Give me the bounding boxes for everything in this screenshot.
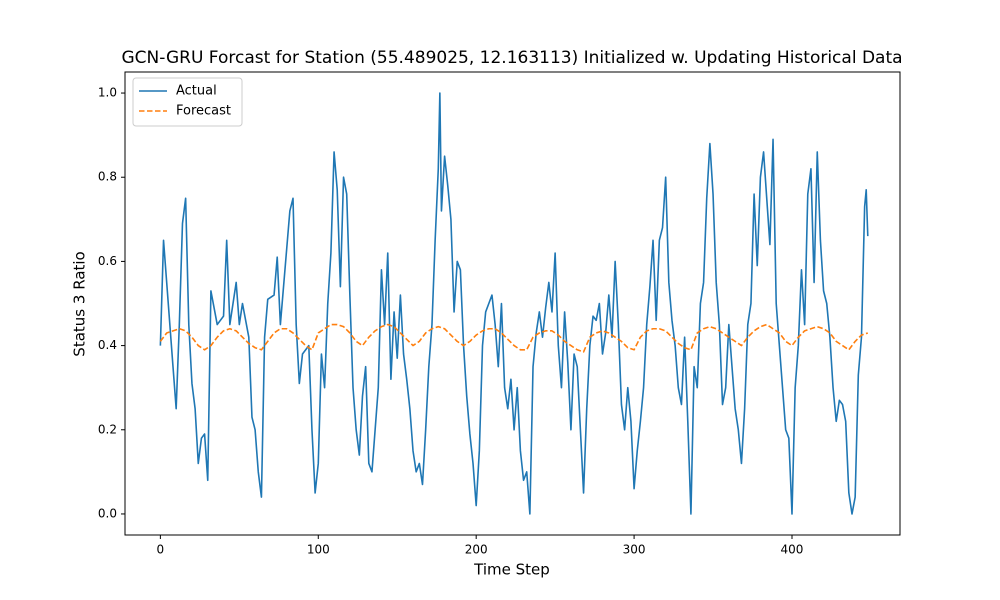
y-tick-label: 0.6 bbox=[98, 254, 117, 268]
legend-label: Forecast bbox=[176, 104, 231, 119]
legend-label: Actual bbox=[176, 84, 217, 99]
legend-box bbox=[132, 77, 243, 127]
y-tick-label: 0.8 bbox=[98, 170, 117, 184]
x-tick-label: 300 bbox=[623, 543, 646, 557]
series-line bbox=[159, 92, 869, 515]
series-line bbox=[159, 323, 869, 353]
x-tick-label: 400 bbox=[781, 543, 804, 557]
x-axis-label: Time Step bbox=[473, 561, 550, 579]
y-tick-label: 0.4 bbox=[98, 338, 117, 352]
y-tick-label: 1.0 bbox=[98, 86, 117, 100]
x-tick-label: 0 bbox=[157, 543, 165, 557]
axes-frame bbox=[124, 71, 901, 536]
x-tick-label: 200 bbox=[465, 543, 488, 557]
y-tick-label: 0.0 bbox=[98, 506, 117, 520]
y-axis-label: Status 3 Ratio bbox=[71, 251, 89, 356]
chart-title: GCN-GRU Forcast for Station (55.489025, … bbox=[121, 48, 902, 68]
legend: Actual Forecast bbox=[132, 77, 243, 127]
plot-area bbox=[159, 92, 869, 515]
x-tick-label: 100 bbox=[307, 543, 330, 557]
y-tick-label: 0.2 bbox=[98, 422, 117, 436]
